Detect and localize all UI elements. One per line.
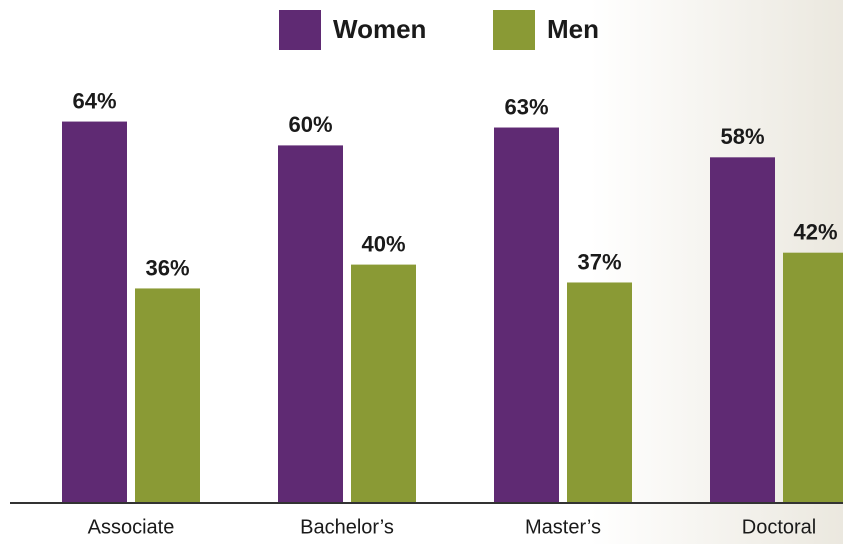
bar [135,288,200,503]
bar [62,121,127,503]
value-label: 37% [577,249,621,274]
x-tick-label: Master’s [525,516,601,538]
legend-swatch [493,10,535,50]
bar [278,145,343,503]
value-label: 58% [720,124,764,149]
legend-label: Women [333,14,426,44]
legend-swatch [279,10,321,50]
value-label: 60% [288,112,332,137]
value-label: 42% [793,219,837,244]
bar [494,127,559,504]
value-label: 63% [504,94,548,119]
value-label: 64% [72,88,116,113]
bar [567,282,632,503]
bar [783,252,843,503]
legend-label: Men [547,14,599,44]
x-tick-label: Associate [88,516,175,538]
bar [351,264,416,503]
value-label: 40% [361,231,405,256]
value-label: 36% [145,255,189,280]
x-tick-label: Doctoral [742,516,816,538]
plot: Women Men 64% 36% Associate 60% 40% Bachelor’s 6… [62,10,843,538]
bar [710,157,775,503]
x-tick-label: Bachelor’s [300,516,394,538]
